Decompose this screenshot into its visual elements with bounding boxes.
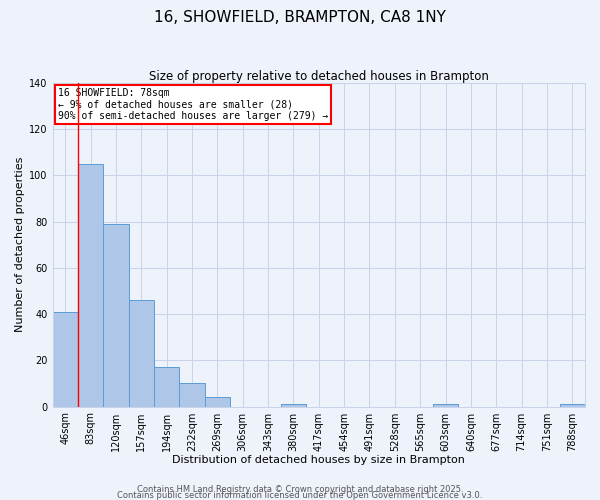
Bar: [433, 404, 458, 406]
Text: 16, SHOWFIELD, BRAMPTON, CA8 1NY: 16, SHOWFIELD, BRAMPTON, CA8 1NY: [154, 10, 446, 25]
Bar: [53, 312, 78, 406]
Bar: [128, 300, 154, 406]
Bar: [154, 368, 179, 406]
Bar: [179, 384, 205, 406]
Text: Contains HM Land Registry data © Crown copyright and database right 2025.: Contains HM Land Registry data © Crown c…: [137, 484, 463, 494]
Bar: [78, 164, 103, 406]
Title: Size of property relative to detached houses in Brampton: Size of property relative to detached ho…: [149, 70, 489, 83]
Bar: [560, 404, 585, 406]
Bar: [281, 404, 306, 406]
Y-axis label: Number of detached properties: Number of detached properties: [15, 157, 25, 332]
Text: Contains public sector information licensed under the Open Government Licence v3: Contains public sector information licen…: [118, 490, 482, 500]
Bar: [205, 398, 230, 406]
Bar: [103, 224, 128, 406]
Text: 16 SHOWFIELD: 78sqm
← 9% of detached houses are smaller (28)
90% of semi-detache: 16 SHOWFIELD: 78sqm ← 9% of detached hou…: [58, 88, 328, 121]
X-axis label: Distribution of detached houses by size in Brampton: Distribution of detached houses by size …: [172, 455, 465, 465]
